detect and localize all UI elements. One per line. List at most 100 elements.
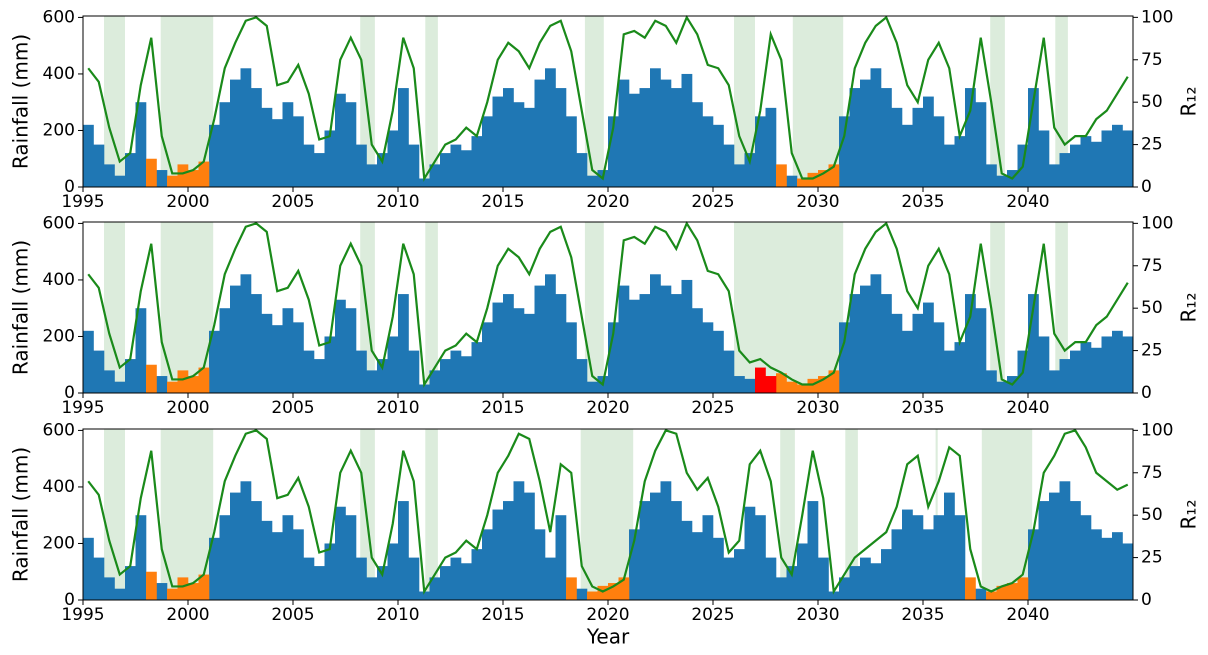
shaded-span <box>990 222 1005 393</box>
rain-bar <box>125 153 136 187</box>
rain-bar <box>356 144 367 187</box>
shaded-span <box>425 429 438 600</box>
rain-bar <box>702 515 714 600</box>
rain-bar <box>398 294 409 393</box>
rain-bar <box>345 102 357 187</box>
x-tick-label: 2035 <box>901 398 944 418</box>
y2-tick-label: 75 <box>1141 463 1163 483</box>
x-tick-label: 2010 <box>376 605 419 625</box>
rain-bar <box>1070 144 1081 187</box>
rain-bar <box>1049 492 1060 600</box>
rain-bar <box>1112 330 1123 393</box>
rain-bar <box>1122 130 1134 187</box>
rain-bar <box>335 93 346 187</box>
rain-bar <box>230 492 241 600</box>
rain-bar <box>293 322 304 393</box>
rain-bar <box>891 529 903 600</box>
rain-bar <box>293 529 304 600</box>
rain-bar <box>860 285 871 393</box>
shaded-span <box>425 16 438 187</box>
shaded-span <box>580 429 634 600</box>
y2-tick-label: 75 <box>1141 256 1163 276</box>
rain-bar <box>807 172 819 187</box>
rain-bar <box>692 532 703 600</box>
rain-bar <box>629 299 640 393</box>
rain-bar <box>618 577 630 600</box>
y2-tick-label: 100 <box>1141 420 1173 440</box>
y2-tick-label: 0 <box>1141 590 1152 610</box>
rain-bar <box>776 373 787 393</box>
rain-bar <box>1091 141 1102 187</box>
rain-bar <box>156 376 168 393</box>
rain-bar <box>702 322 714 393</box>
rain-bar <box>387 543 399 600</box>
rain-bar <box>1049 370 1060 393</box>
rain-bar <box>513 481 525 600</box>
rain-bar <box>524 313 535 393</box>
rain-bar <box>1038 130 1050 187</box>
shaded-span <box>792 16 844 187</box>
rain-bar <box>83 330 94 393</box>
rain-bar <box>429 370 441 393</box>
rain-bar <box>1101 336 1113 393</box>
rain-bar <box>576 359 588 393</box>
rain-bar <box>272 119 283 187</box>
rain-bar <box>692 102 703 187</box>
rain-bar <box>923 529 934 600</box>
rain-bar <box>1038 336 1050 393</box>
rain-bar <box>408 350 420 393</box>
rain-bar <box>366 577 378 600</box>
rain-bar <box>870 563 882 600</box>
rain-bar <box>587 381 598 393</box>
rain-bar <box>503 294 514 393</box>
x-tick-label: 1995 <box>61 192 104 212</box>
rain-bar <box>965 577 976 600</box>
rain-bar <box>167 381 178 393</box>
rain-bar <box>461 356 472 393</box>
x-tick-label: 2025 <box>691 192 734 212</box>
rain-bar <box>261 107 273 187</box>
rain-bar <box>881 294 892 393</box>
y-tick-label: 0 <box>64 177 75 197</box>
y2-tick-label: 25 <box>1141 135 1163 155</box>
rain-bar <box>923 302 934 393</box>
rain-bar <box>713 537 724 600</box>
rain-bar <box>513 308 525 393</box>
rain-bar <box>818 376 829 393</box>
rain-bar <box>167 588 178 600</box>
panel: 1995 2000 2005 2010 2015 2020 2025 2030 2035 2040… <box>9 420 1201 648</box>
rain-bar <box>986 370 997 393</box>
rain-bar <box>587 175 598 187</box>
rain-bar <box>1080 515 1092 600</box>
y2-axis-label: R₁₂ <box>1177 293 1201 323</box>
y-tick-label: 0 <box>64 383 75 403</box>
rain-bar <box>440 359 451 393</box>
rain-bar <box>419 178 430 187</box>
rain-bar <box>566 116 577 187</box>
rain-bar <box>986 591 997 600</box>
x-tick-label: 2020 <box>586 605 629 625</box>
rain-bar <box>261 520 273 600</box>
rain-bar <box>639 294 651 393</box>
rain-bar <box>492 96 504 187</box>
x-tick-label: 2035 <box>901 192 944 212</box>
rain-bar <box>1122 336 1134 393</box>
r12-line <box>87 220 1129 388</box>
x-tick-label: 2020 <box>586 192 629 212</box>
rain-bar <box>566 577 577 600</box>
rain-bar <box>524 107 535 187</box>
rain-bar <box>146 571 157 600</box>
rain-bar <box>303 144 315 187</box>
rain-bar <box>545 557 556 600</box>
rain-bar <box>786 381 798 393</box>
rain-bar <box>135 102 147 187</box>
rain-bar <box>734 164 745 187</box>
rain-bar <box>629 93 640 187</box>
y-tick-label: 600 <box>43 213 75 233</box>
rain-bar <box>1080 136 1092 187</box>
y2-tick-label: 75 <box>1141 50 1163 70</box>
rain-bar <box>240 274 252 393</box>
rain-bar <box>734 376 745 393</box>
rain-bar <box>828 164 840 187</box>
y2-tick-label: 100 <box>1141 7 1173 27</box>
